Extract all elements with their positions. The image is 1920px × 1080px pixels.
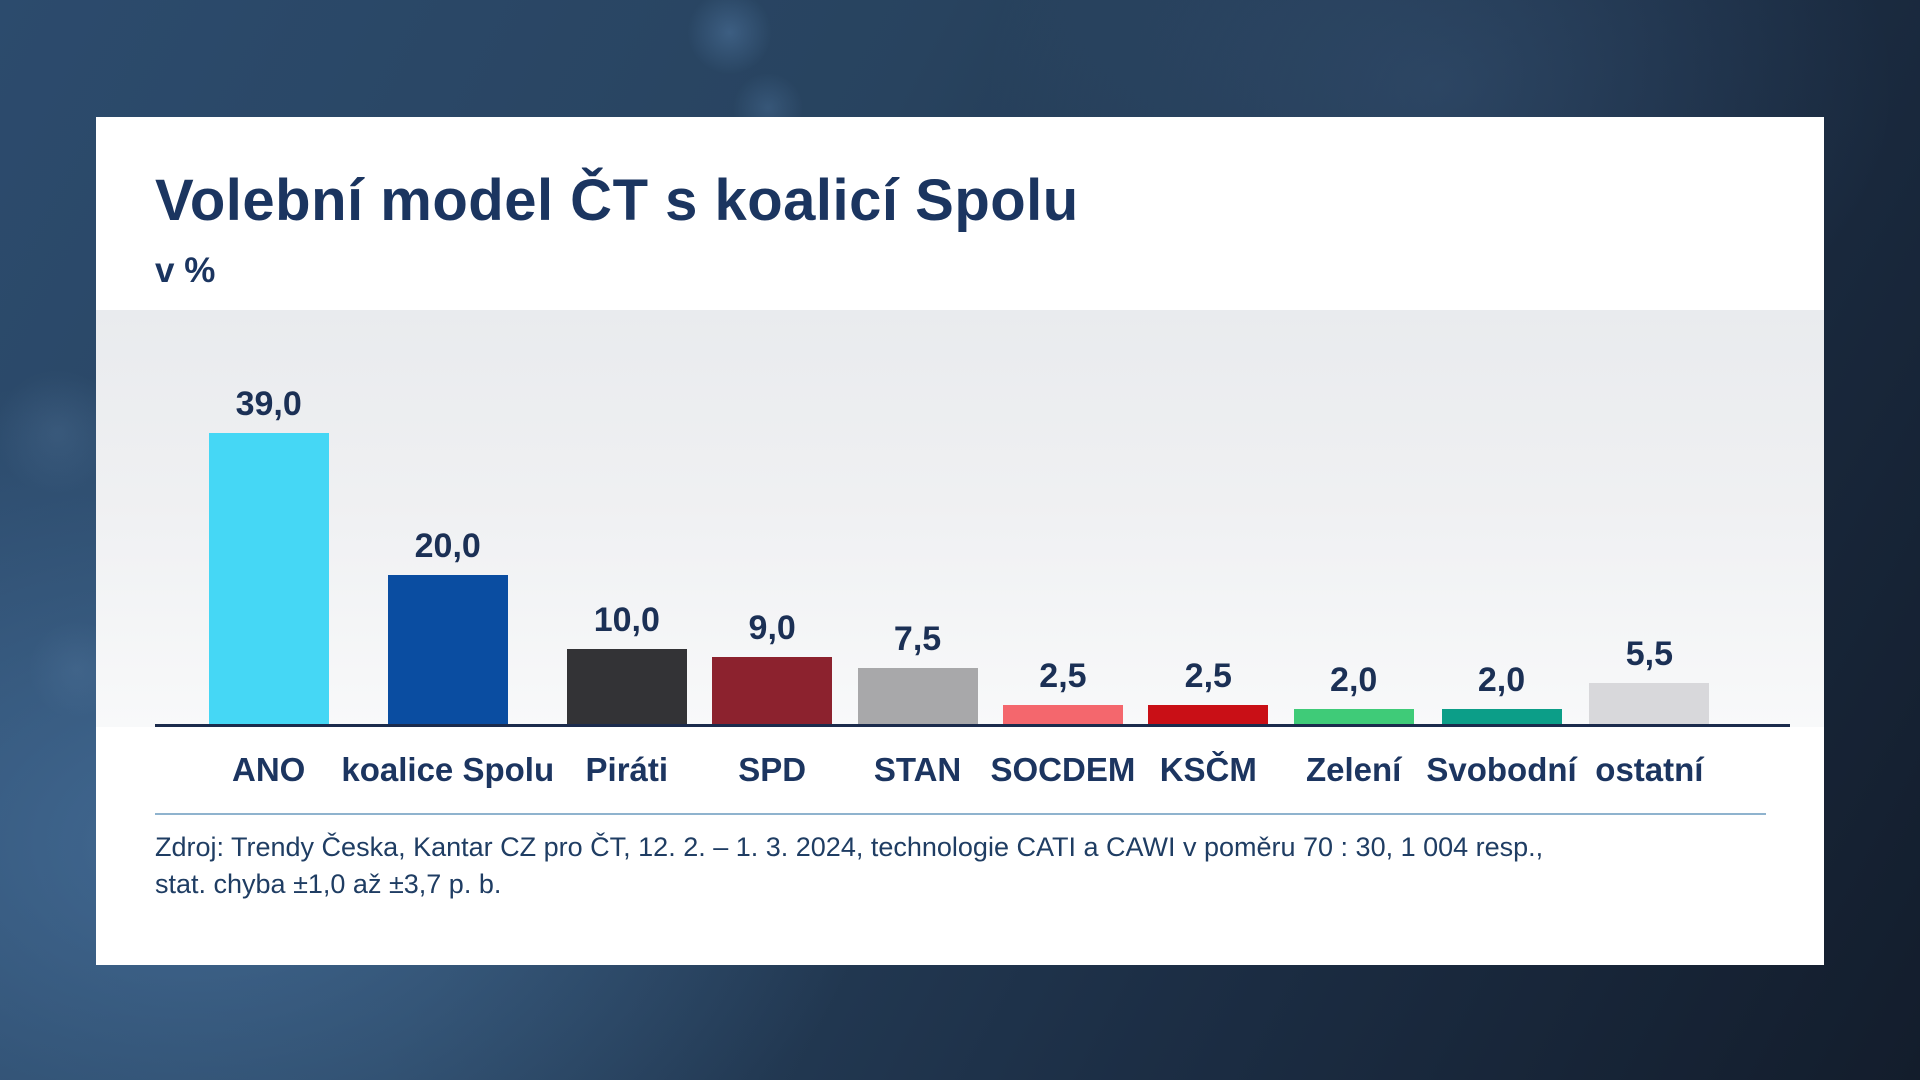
bar-value-label: 2,0 [1330,661,1378,699]
chart-unit-label: v % [155,251,216,290]
bar-category-label: Zelení [1305,750,1402,788]
bar [1293,709,1414,724]
bar-value-label: 2,5 [1184,657,1232,695]
bar-category-label: koalice Spolu [341,750,555,788]
bar-category-label: KSČM [1159,750,1257,788]
bar-column: 20,0 koalice Spolu [341,310,554,797]
bar [712,657,833,724]
source-divider [155,813,1766,815]
bar-column: 10,0 Piráti [554,310,699,797]
source-text: Zdroj: Trendy Česka, Kantar CZ pro ČT, 1… [155,829,1775,903]
page-title: Volební model ČT s koalicí Spolu [155,168,1079,233]
bar-value-label: 20,0 [414,527,481,565]
bar [1589,683,1710,724]
bar [1148,705,1269,724]
bar [1441,709,1562,724]
bar-category-label: Piráti [585,750,669,788]
x-axis-line [155,724,1790,727]
bar-column: 2,5 KSČM [1136,310,1281,797]
bar-value-label: 39,0 [235,385,302,423]
bar-column: 39,0 ANO [196,310,341,797]
bar-column: 2,5 SOCDEM [990,310,1136,797]
bar-column: 7,5 STAN [845,310,990,797]
bar-value-label: 9,0 [748,609,796,647]
bar [387,575,508,724]
source-line-2: stat. chyba ±1,0 až ±3,7 p. b. [155,869,502,899]
bar-column: 5,5 ostatní [1577,310,1722,797]
infographic-card: Volební model ČT s koalicí Spolu v % 39,… [96,117,1824,965]
bar-column: 9,0 SPD [699,310,844,797]
bar-category-label: SOCDEM [990,750,1136,788]
source-line-1: Zdroj: Trendy Česka, Kantar CZ pro ČT, 1… [155,832,1544,862]
bar-category-label: Svobodní [1426,750,1577,788]
bar [208,433,329,724]
bar-value-label: 10,0 [593,601,660,639]
bar-chart: 39,0 ANO 20,0 koalice Spolu 10,0 Piráti 9,0 SPD… [196,310,1722,797]
bar-value-label: 5,5 [1625,635,1673,673]
bar [1002,705,1123,724]
bar-value-label: 7,5 [893,620,942,658]
bar-category-label: ANO [232,750,306,788]
bar [566,649,687,724]
chart-plot-area [96,310,1824,727]
bar-column: 2,0 Zelení [1281,310,1426,797]
bar-category-label: ostatní [1595,750,1704,788]
bar-value-label: 2,5 [1039,657,1087,695]
bar-category-label: SPD [738,750,807,788]
bar-value-label: 2,0 [1477,661,1526,699]
bar-category-label: STAN [873,750,962,788]
bar [857,668,978,724]
bar-column: 2,0 Svobodní [1426,310,1576,797]
